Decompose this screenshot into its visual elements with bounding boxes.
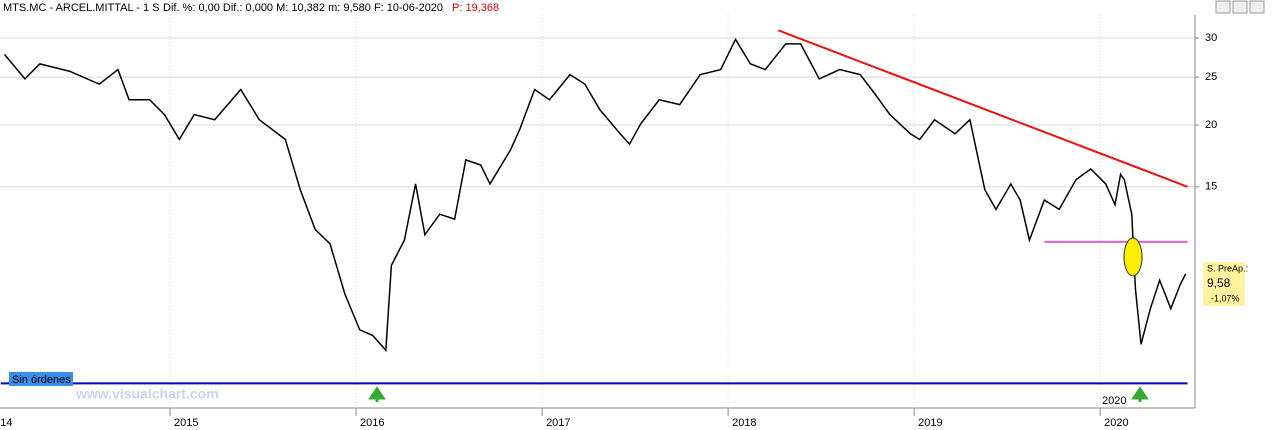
price-box-price: 9,58 (1207, 276, 1231, 290)
maximize-button[interactable] (1232, 0, 1248, 14)
price-box (1203, 262, 1245, 306)
marks (0, 29, 1188, 385)
buy-arrow (1131, 386, 1149, 402)
price-line (3, 37, 1187, 353)
orders-label: Sin órdenes (12, 374, 71, 386)
y-tick-label: 15 (1205, 181, 1217, 193)
y-tick-label: 20 (1205, 119, 1217, 131)
x-tick-label: 2015 (174, 417, 198, 429)
y-tick-label: 25 (1205, 71, 1217, 83)
cursor-label: 2020 (1102, 395, 1126, 407)
header-symbol: MTS.MC - ARCEL.MITTAL - 1 S (3, 2, 159, 14)
highlight-ellipse (1123, 237, 1143, 277)
x-tick-label: 2018 (732, 417, 756, 429)
reference-line (777, 29, 1188, 188)
buy-arrow (368, 386, 386, 402)
y-tick-label: 30 (1205, 32, 1217, 44)
x-tick-label: 2019 (918, 417, 942, 429)
close-button[interactable] (1249, 0, 1265, 14)
x-tick-label: 2016 (360, 417, 384, 429)
minimize-button[interactable] (1215, 0, 1231, 14)
x-tick-label: 2020 (1104, 417, 1128, 429)
price-box-change: -1,07% (1211, 293, 1240, 303)
header-last: P: 19,368 (452, 2, 499, 14)
x-tick-label: 2014 (0, 417, 12, 429)
watermark: www.visualchart.com (75, 386, 219, 402)
grid (0, 15, 1199, 416)
header-stats: Dif. %: 0,00 Dif.: 0,000 M: 10,382 m: 9,… (163, 2, 443, 14)
price-box-title: S. PreAp.: (1207, 263, 1248, 273)
orders-badge (9, 372, 73, 386)
x-tick-label: 2017 (546, 417, 570, 429)
